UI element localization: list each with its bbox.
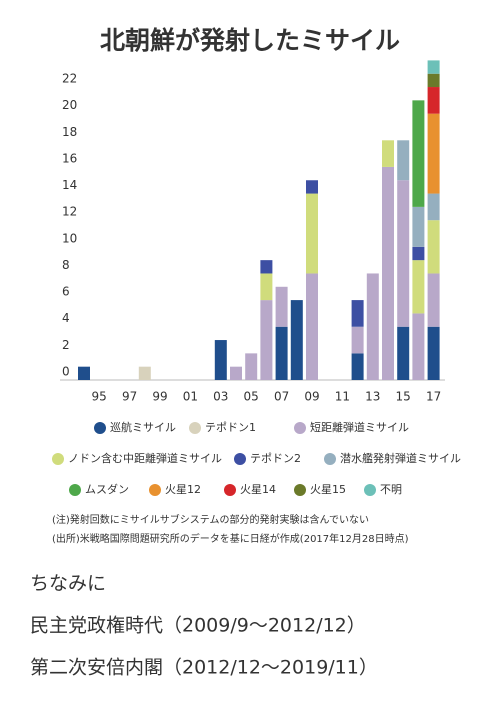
bar-segment xyxy=(427,326,440,380)
x-tick-label: 03 xyxy=(213,390,228,404)
y-tick-label: 4 xyxy=(62,311,70,325)
y-tick-label: 2 xyxy=(62,338,70,352)
legend-swatch xyxy=(94,422,106,434)
bar-segment xyxy=(275,286,288,327)
legend-label: 火星14 xyxy=(240,483,276,496)
x-tick-label: 11 xyxy=(335,390,350,404)
x-tick-label: 97 xyxy=(122,390,137,404)
legend-label: 火星12 xyxy=(165,483,201,496)
x-tick-label: 09 xyxy=(304,390,319,404)
bar-segment xyxy=(260,260,273,274)
x-tick-label: 13 xyxy=(365,390,380,404)
bar-segment xyxy=(412,260,425,314)
legend-label: 巡航ミサイル xyxy=(110,420,176,434)
y-tick-label: 6 xyxy=(62,285,70,299)
footer-line: 民主党政権時代（2009/9〜2012/12） xyxy=(30,615,366,637)
legend-label: 不明 xyxy=(380,483,402,496)
bar-segment xyxy=(260,300,273,380)
legend-label: ノドン含む中距離弾道ミサイル xyxy=(68,451,222,465)
legend-swatch xyxy=(149,484,161,496)
x-tick-label: 05 xyxy=(244,390,259,404)
bar-segment xyxy=(214,340,227,380)
bar-segment xyxy=(427,73,440,88)
legend-label: 短距離弾道ミサイル xyxy=(310,420,409,434)
y-tick-label: 10 xyxy=(62,231,77,245)
x-tick-label: 17 xyxy=(426,390,441,404)
chart-title: 北朝鮮が発射したミサイル xyxy=(100,26,400,55)
bar-segment xyxy=(351,326,364,354)
bar-segment xyxy=(397,326,410,380)
bar-segment xyxy=(397,140,410,181)
y-tick-label: 20 xyxy=(62,98,77,112)
note: (出所)米戦略国際問題研究所のデータを基に日経が作成(2017年12月28日時点… xyxy=(52,532,409,545)
bar-segment xyxy=(245,353,258,380)
bar-segment xyxy=(427,193,440,221)
bar-segment xyxy=(412,206,425,247)
bar-segment xyxy=(351,353,364,380)
footer-line: 第二次安倍内閣（2012/12〜2019/11） xyxy=(30,657,378,679)
bar-segment xyxy=(260,273,273,301)
bar-segment xyxy=(138,366,151,380)
legend-swatch xyxy=(52,453,64,465)
x-tick-label: 95 xyxy=(92,390,107,404)
legend-swatch xyxy=(234,453,246,465)
y-tick-label: 22 xyxy=(62,72,77,86)
bar-segment xyxy=(382,140,394,167)
note: (注)発射回数にミサイルサブシステムの部分的発射実験は含んでいない xyxy=(52,513,369,526)
y-tick-label: 8 xyxy=(62,258,70,272)
legend-swatch xyxy=(189,422,201,434)
bar-segment xyxy=(427,113,440,194)
legend-swatch xyxy=(324,453,336,465)
x-tick-label: 07 xyxy=(274,390,289,404)
bar-segment xyxy=(306,273,318,380)
bar-segment xyxy=(275,326,288,380)
bar-segment xyxy=(412,313,425,380)
bar-segment xyxy=(306,193,318,274)
legend-swatch xyxy=(294,484,306,496)
legend-label: 潜水艦発射弾道ミサイル xyxy=(340,451,461,465)
footer-line: ちなみに xyxy=(30,573,106,595)
bar-segment xyxy=(382,166,394,380)
bar-segment xyxy=(290,300,303,380)
bar-segment xyxy=(427,273,440,327)
legend-label: ムスダン xyxy=(85,482,129,496)
bar-segment xyxy=(230,366,242,380)
legend-label: テポドン2 xyxy=(250,452,301,465)
y-tick-label: 18 xyxy=(62,125,77,139)
bar-segment xyxy=(412,246,425,261)
bar-segment xyxy=(427,60,440,74)
x-tick-label: 15 xyxy=(396,390,411,404)
x-tick-label: 99 xyxy=(152,390,167,404)
y-tick-label: 16 xyxy=(62,151,77,165)
bar-segment xyxy=(351,300,364,327)
bar-segment xyxy=(412,100,425,207)
bar-segment xyxy=(306,180,318,194)
legend-swatch xyxy=(294,422,306,434)
x-tick-label: 01 xyxy=(183,390,198,404)
legend-swatch xyxy=(364,484,376,496)
y-tick-label: 12 xyxy=(62,205,77,219)
bar-segment xyxy=(78,366,90,380)
legend-label: テポドン1 xyxy=(205,421,256,434)
bar-segment xyxy=(366,273,379,380)
bar-segment xyxy=(397,180,410,327)
y-tick-label: 14 xyxy=(62,178,77,192)
legend-swatch xyxy=(69,484,81,496)
legend-swatch xyxy=(224,484,236,496)
legend-label: 火星15 xyxy=(310,483,346,496)
y-tick-label: 0 xyxy=(62,365,70,379)
bar-segment xyxy=(427,220,440,274)
bar-segment xyxy=(427,87,440,114)
